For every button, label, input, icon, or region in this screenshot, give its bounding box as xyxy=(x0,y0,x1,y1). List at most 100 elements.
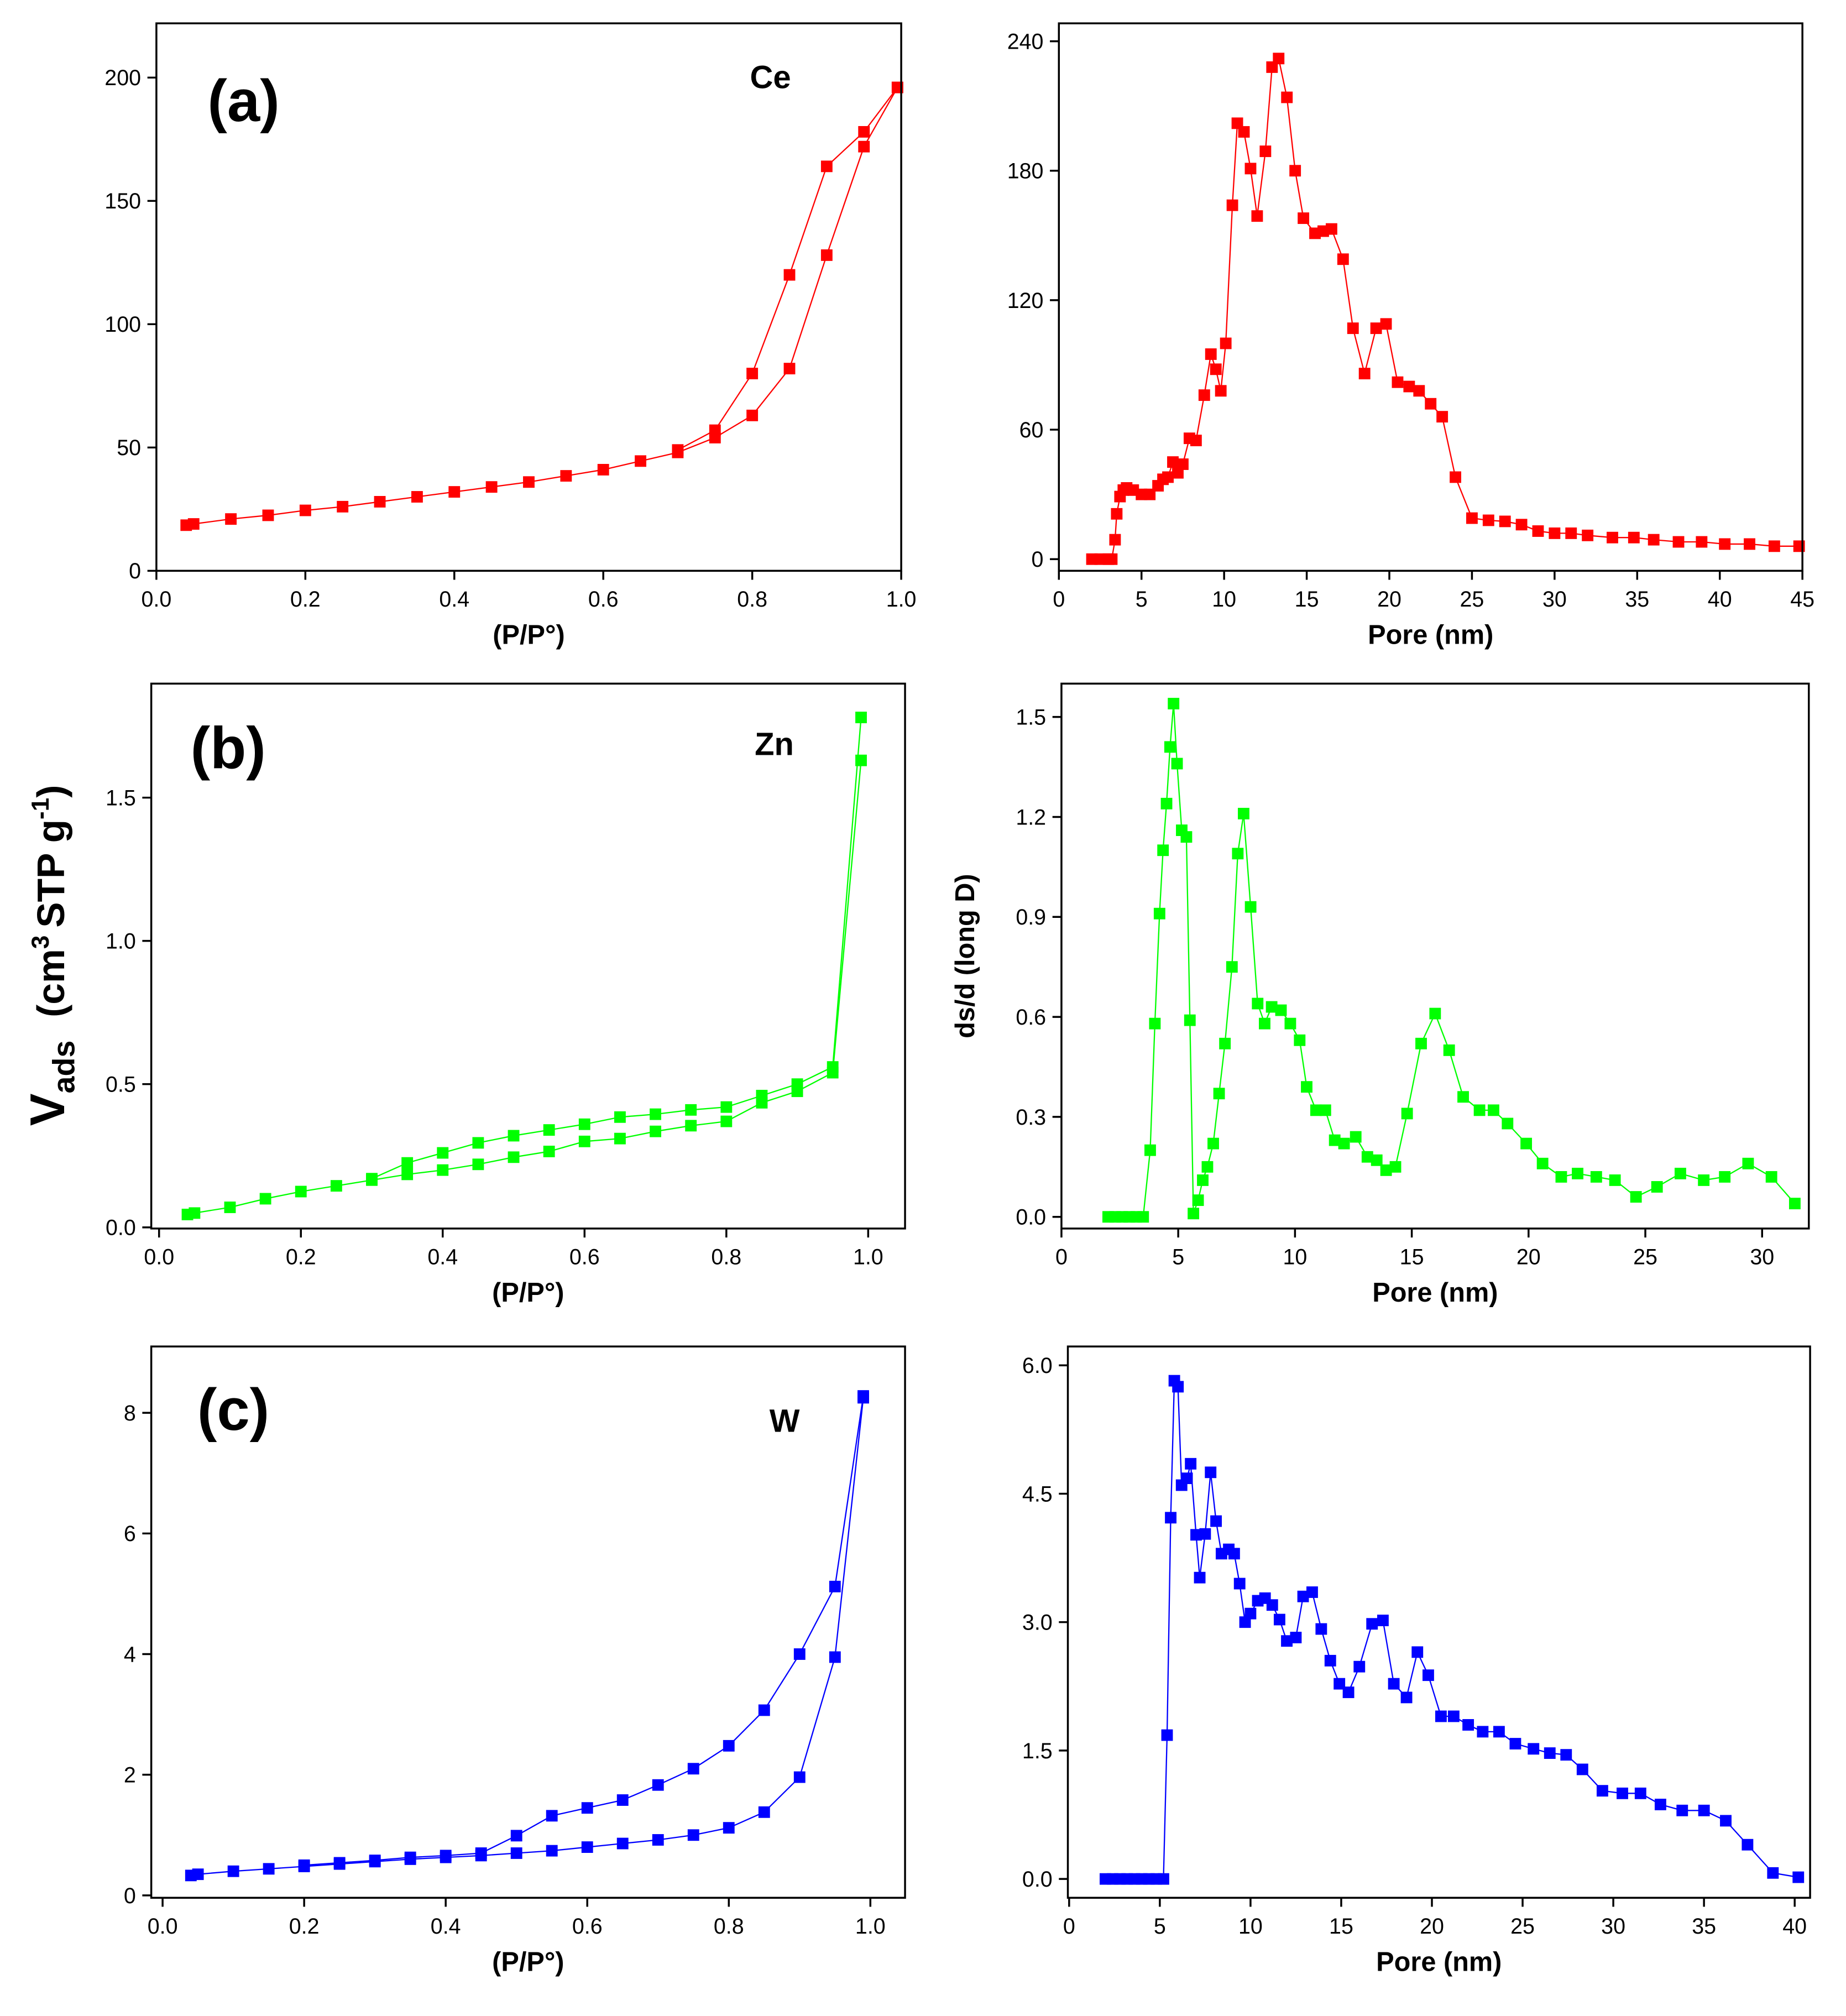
y-tick-label: 60 xyxy=(1019,418,1044,442)
y-axis-label: ds/d (long D) xyxy=(950,874,980,1038)
data-point xyxy=(1765,1171,1777,1183)
data-point xyxy=(756,1089,768,1101)
annotation: (a) xyxy=(207,67,279,134)
data-point xyxy=(1329,1134,1341,1146)
data-point xyxy=(616,1837,629,1850)
y-axis-label-part: (cm xyxy=(29,949,72,1017)
data-point xyxy=(685,1120,697,1132)
data-point xyxy=(720,1101,733,1113)
y-tick-label: 240 xyxy=(1007,30,1044,54)
data-point xyxy=(614,1132,626,1145)
y-tick-label: 0.6 xyxy=(1016,1005,1046,1030)
data-point xyxy=(687,1763,699,1775)
y-tick-label: 4 xyxy=(124,1642,136,1667)
data-point xyxy=(404,1851,416,1863)
y-tick-label: 0.0 xyxy=(1016,1205,1046,1230)
y-tick-label: 1.0 xyxy=(106,929,136,954)
data-point xyxy=(192,1868,204,1881)
data-point xyxy=(1520,1137,1533,1150)
data-point xyxy=(1153,907,1165,920)
data-point xyxy=(1361,1151,1373,1163)
data-point xyxy=(1651,1181,1663,1193)
data-point xyxy=(1425,398,1437,410)
annotation: (b) xyxy=(191,715,266,781)
x-tick-label: 25 xyxy=(1460,587,1484,612)
data-point xyxy=(1298,212,1310,224)
data-point xyxy=(472,1137,484,1149)
data-point xyxy=(374,495,386,508)
data-point xyxy=(687,1829,699,1841)
data-point xyxy=(1192,1194,1204,1207)
x-tick-label: 0.8 xyxy=(737,587,767,612)
data-point xyxy=(1672,536,1685,548)
data-point xyxy=(546,1845,558,1857)
y-tick-label: 100 xyxy=(104,312,141,337)
data-point xyxy=(437,1147,449,1159)
data-point xyxy=(1499,515,1511,527)
y-tick-label: 4.5 xyxy=(1022,1482,1053,1506)
x-tick-label: 40 xyxy=(1782,1914,1807,1939)
data-point xyxy=(543,1146,555,1157)
x-tick-label: 30 xyxy=(1542,587,1567,612)
data-point xyxy=(635,455,646,467)
x-tick-label: 0.2 xyxy=(289,1914,320,1939)
data-point xyxy=(1180,831,1193,843)
data-point xyxy=(1462,1719,1474,1731)
data-point xyxy=(672,444,684,456)
data-point xyxy=(723,1822,735,1834)
data-point xyxy=(189,1207,201,1219)
data-point xyxy=(1493,1726,1505,1738)
data-point xyxy=(820,249,833,261)
data-point xyxy=(1457,1091,1469,1103)
panel: 0.0 0.2 0.4 0.6 0.8 1.0 0.0 0.5 1.0 1.5 (P/P°) Vads… xyxy=(20,682,906,1308)
data-point xyxy=(1176,458,1189,470)
x-tick-label: 15 xyxy=(1400,1245,1424,1270)
axes-frame xyxy=(1060,682,1810,1230)
data-point xyxy=(1532,525,1544,537)
data-point xyxy=(1634,1787,1646,1799)
x-tick-label: 30 xyxy=(1601,1914,1625,1939)
data-point xyxy=(1768,540,1780,552)
data-point xyxy=(858,126,870,138)
data-point xyxy=(1358,368,1371,380)
data-point xyxy=(1466,512,1478,524)
data-point xyxy=(1560,1749,1572,1761)
data-point xyxy=(1719,1171,1731,1183)
annotation: Ce xyxy=(750,60,791,96)
data-point xyxy=(746,409,759,421)
data-point xyxy=(508,1130,520,1142)
data-point xyxy=(581,1841,593,1853)
data-point xyxy=(1792,1871,1805,1883)
data-point xyxy=(259,1193,271,1205)
panel: 0.0 0.2 0.4 0.6 0.8 1.0 0 2 4 6 8 (P/P°) (c) W xyxy=(124,1345,906,1977)
data-point xyxy=(1210,363,1222,375)
data-point xyxy=(1413,385,1425,397)
data-point xyxy=(746,368,759,379)
x-axis-label: (P/P°) xyxy=(493,620,564,650)
data-point xyxy=(1190,435,1202,447)
x-tick-label: 1.0 xyxy=(853,1245,883,1270)
data-point xyxy=(685,1104,697,1116)
data-point xyxy=(1628,531,1640,544)
data-point xyxy=(1233,1578,1246,1590)
y-axis-label-part: V xyxy=(20,1093,75,1126)
data-point xyxy=(1144,1144,1156,1156)
y-tick-label: 0.0 xyxy=(1022,1867,1053,1892)
data-point xyxy=(1674,1167,1686,1179)
data-point xyxy=(1607,531,1618,544)
data-point xyxy=(1244,1607,1257,1620)
x-tick-label: 15 xyxy=(1329,1914,1353,1939)
series-line xyxy=(372,717,862,1179)
data-point xyxy=(1488,1104,1499,1116)
x-tick-label: 0.0 xyxy=(148,1914,178,1939)
data-point xyxy=(295,1185,307,1198)
data-point xyxy=(1648,534,1660,546)
data-point xyxy=(1789,1198,1801,1210)
data-point xyxy=(1315,1623,1327,1635)
x-tick-label: 45 xyxy=(1790,587,1814,612)
y-axis-label-part: ) xyxy=(29,785,72,798)
data-point xyxy=(578,1118,590,1130)
y-tick-label: 0.5 xyxy=(106,1073,136,1097)
data-point xyxy=(1199,1528,1211,1540)
